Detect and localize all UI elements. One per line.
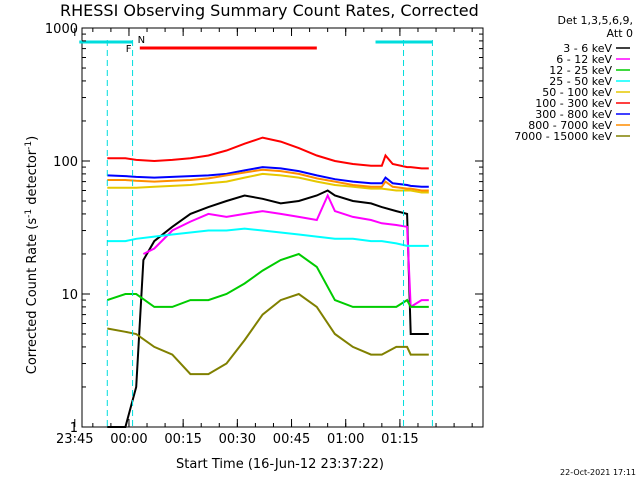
series-line: [107, 172, 429, 194]
series-layer: [106, 136, 429, 428]
plot-border: [81, 27, 484, 428]
legend-label: 50 - 100 keV: [542, 86, 612, 99]
flare-flag-label: F: [126, 44, 132, 55]
y-axis-label-group: Corrected Count Rate (s-1 detector-1): [24, 136, 40, 374]
y-axis-label-sup1: -1: [24, 209, 34, 218]
x-tick-label: 00:15: [164, 432, 201, 447]
legend-label: 800 - 7000 keV: [528, 119, 612, 132]
series-line: [107, 136, 429, 170]
legend-label: 12 - 25 keV: [549, 64, 612, 77]
title: RHESSI Observing Summary Count Rates, Co…: [60, 1, 479, 20]
timestamp: 22-Oct-2021 17:11: [560, 468, 636, 477]
series-line: [107, 168, 429, 192]
y-axis-label-part3: ): [25, 136, 40, 141]
series-line: [106, 252, 429, 308]
series-line: [142, 193, 429, 309]
x-tick-label: 00:45: [273, 432, 310, 447]
legend-header-2: Att 0: [607, 27, 633, 40]
legend-label: 6 - 12 keV: [556, 53, 612, 66]
y-tick-label: 1: [70, 421, 78, 436]
y-axis: 1 10 100 1000: [45, 22, 483, 436]
x-axis-label: Start Time (16-Jun-12 23:37:22): [176, 457, 384, 472]
plot-area: [81, 27, 484, 428]
y-tick-label: 1000: [45, 22, 78, 37]
series-line: [107, 166, 429, 188]
x-axis: 23:45 00:00 00:15 00:30 00:45 01:00 01:15: [56, 28, 473, 447]
legend-label: 100 - 300 keV: [535, 97, 612, 110]
series-line: [107, 292, 429, 376]
legend-label: 3 - 6 keV: [563, 42, 612, 55]
flag-layer: FN: [79, 35, 433, 427]
x-tick-label: 00:00: [110, 432, 147, 447]
x-tick-label: 00:30: [219, 432, 256, 447]
night-flag-label: N: [138, 35, 145, 46]
chart-title: RHESSI Observing Summary Count Rates, Co…: [60, 1, 479, 20]
series-line: [107, 189, 429, 428]
legend-header-1: Det 1,3,5,6,9,: [557, 14, 633, 27]
y-axis-label-part2: detector: [25, 149, 40, 209]
x-tick-label: 01:15: [381, 432, 418, 447]
series-line: [107, 227, 429, 247]
legend-label: 7000 - 15000 keV: [514, 130, 612, 143]
y-axis-label-sup2: -1: [24, 141, 34, 150]
legend-label: 25 - 50 keV: [549, 75, 612, 88]
y-axis-label: Corrected Count Rate (s-1 detector-1): [24, 136, 40, 374]
x-tick-label: 01:00: [327, 432, 364, 447]
y-axis-label-part1: Corrected Count Rate (s: [25, 218, 40, 375]
y-tick-label: 10: [61, 288, 78, 303]
legend-label: 300 - 800 keV: [535, 108, 612, 121]
x-tick-label: 23:45: [56, 432, 93, 447]
y-tick-label: 100: [53, 155, 78, 170]
